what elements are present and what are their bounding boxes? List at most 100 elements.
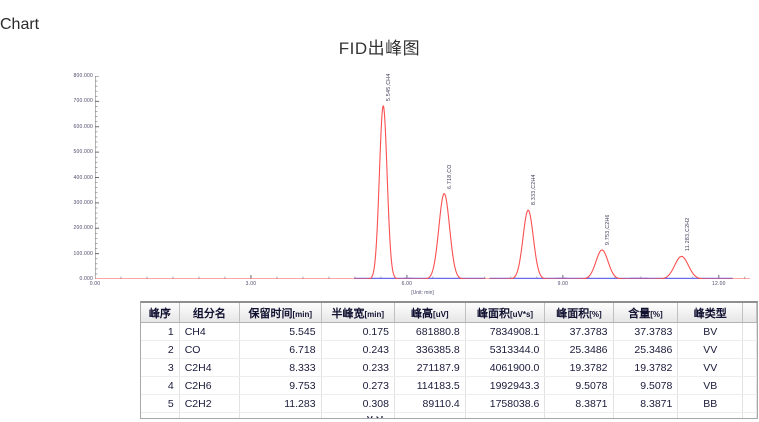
cell-no: 3 xyxy=(141,358,180,377)
table-header: 峰序 组分名 保留时间[min] 半峰宽[min] 峰高[uV] 峰面积[uV*s] 峰面积… xyxy=(141,303,757,323)
y-axis-ticks xyxy=(95,76,99,279)
cell-name: CO xyxy=(179,340,240,359)
column-header-unit: [%] xyxy=(589,309,602,319)
cell-areapct: 19.3782 xyxy=(544,358,614,377)
cell-type: VV xyxy=(677,358,744,377)
table-row[interactable]: 1 CH4 5.545 0.175 681880.8 7834908.1 37.3783 37… xyxy=(141,322,757,341)
plot-area xyxy=(95,76,750,279)
cell-total-label: 总计: xyxy=(321,412,395,418)
x-axis-tick-label: 12.00 xyxy=(712,281,726,287)
cell-blank xyxy=(742,394,757,413)
cell-blank xyxy=(742,358,757,377)
column-header-4[interactable]: 半峰宽[min] xyxy=(321,303,395,323)
x-axis-unit-label: [Unit: min] xyxy=(411,290,434,296)
column-header-unit: [min] xyxy=(364,309,385,319)
column-header-7[interactable]: 峰面积[%] xyxy=(544,303,614,323)
cell-no: 2 xyxy=(141,340,180,359)
column-header-3[interactable]: 保留时间[min] xyxy=(239,303,322,323)
cell-conc: 9.5078 xyxy=(613,376,679,395)
column-header-8[interactable]: 含量[%] xyxy=(613,303,679,323)
cell-name: C2H4 xyxy=(179,358,240,377)
cell-area: 4061900.0 xyxy=(465,358,546,377)
cell-rt: 11.283 xyxy=(239,394,322,413)
peak-label: 5.545,CH4 xyxy=(386,73,393,101)
cell-blank xyxy=(239,412,322,418)
cell-areapct: 37.3783 xyxy=(544,322,614,341)
column-header-5[interactable]: 峰高[uV] xyxy=(394,303,466,323)
table-header-row: 峰序 组分名 保留时间[min] 半峰宽[min] 峰高[uV] 峰面积[uV*s] 峰面积… xyxy=(141,303,757,323)
signal-trace xyxy=(95,105,750,279)
cell-areapct: 9.5078 xyxy=(544,376,614,395)
cell-total-area: 20961134.0 xyxy=(465,412,546,418)
column-header-1[interactable]: 峰序 xyxy=(141,303,180,323)
column-header-6[interactable]: 峰面积[uV*s] xyxy=(465,303,546,323)
peak-label: 6.718,CO xyxy=(447,164,454,189)
cell-blank xyxy=(141,412,180,418)
table-row[interactable]: 4 C2H6 9.753 0.273 114183.5 1992943.3 9.5078 9.… xyxy=(141,376,757,395)
cell-type: VV xyxy=(677,340,744,359)
peak-label: 11.283,C2H2 xyxy=(684,217,691,252)
cell-height: 114183.5 xyxy=(394,376,466,395)
cell-type: VB xyxy=(677,376,744,395)
cell-blank xyxy=(742,340,757,359)
cell-hw: 0.273 xyxy=(321,376,395,395)
y-axis-tick-label: 600.000 xyxy=(73,123,93,130)
x-axis-tick-label: 0.00 xyxy=(89,281,101,287)
x-axis-tick-label: 3.00 xyxy=(245,281,257,287)
table-row[interactable]: 5 C2H2 11.283 0.308 89110.4 1758038.6 8.3871 8.… xyxy=(141,394,757,413)
table-body: 1 CH4 5.545 0.175 681880.8 7834908.1 37.3783 37… xyxy=(141,322,757,418)
y-axis-tick-label: 100.000 xyxy=(73,250,93,257)
y-axis-tick-label: 700.000 xyxy=(73,98,93,105)
cell-area: 5313344.0 xyxy=(465,340,546,359)
cell-hw: 0.233 xyxy=(321,358,395,377)
peak-results-table: 峰序 组分名 保留时间[min] 半峰宽[min] 峰高[uV] 峰面积[uV*s] 峰面积… xyxy=(141,303,757,418)
cell-hw: 0.308 xyxy=(321,394,395,413)
cell-hw: 0.175 xyxy=(321,322,395,341)
table-row[interactable]: 3 C2H4 8.333 0.233 271187.9 4061900.0 19.3782 1… xyxy=(141,358,757,377)
cell-conc: 37.3783 xyxy=(613,322,679,341)
x-axis-tick-labels: 0.00 3.00 6.00 9.00 12.00 xyxy=(90,281,750,293)
cell-area: 7834908.1 xyxy=(465,322,546,341)
y-axis-tick-label: 300.000 xyxy=(73,199,93,206)
cell-height: 681880.8 xyxy=(394,322,466,341)
y-axis-tick-label: 800.000 xyxy=(73,73,93,79)
cell-rt: 9.753 xyxy=(239,376,322,395)
y-axis-tick-label: 400.000 xyxy=(73,174,93,181)
cell-total-height: 1492748.4 xyxy=(394,412,466,418)
y-axis-tick-label: 200.000 xyxy=(73,225,93,232)
cell-no: 4 xyxy=(141,376,180,395)
table-row[interactable]: 2 CO 6.718 0.243 336385.8 5313344.0 25.3486 25.… xyxy=(141,340,757,359)
cell-height: 271187.9 xyxy=(394,358,466,377)
column-header-blank[interactable] xyxy=(742,303,757,323)
column-header-9[interactable]: 峰类型 xyxy=(677,303,744,323)
cell-rt: 8.333 xyxy=(239,358,322,377)
cell-conc: 19.3782 xyxy=(613,358,679,377)
peak-results-table-container[interactable]: 峰序 组分名 保留时间[min] 半峰宽[min] 峰高[uV] 峰面积[uV*s] 峰面积… xyxy=(140,301,758,419)
cell-areapct: 8.3871 xyxy=(544,394,614,413)
cell-blank xyxy=(742,376,757,395)
peak-label: 8.333,C2H4 xyxy=(531,174,538,206)
cell-rt: 5.545 xyxy=(239,322,322,341)
cell-blank xyxy=(742,322,757,341)
cell-area: 1992943.3 xyxy=(465,376,546,395)
cell-type: BB xyxy=(677,394,744,413)
column-header-unit: [%] xyxy=(650,309,663,319)
page-title: FID出峰图 xyxy=(338,39,421,58)
cell-name: C2H6 xyxy=(179,376,240,395)
column-header-2[interactable]: 组分名 xyxy=(179,303,240,323)
y-axis-tick-label: 500.000 xyxy=(73,149,93,156)
column-header-unit: [uV*s] xyxy=(509,309,534,319)
cell-height: 336385.8 xyxy=(394,340,466,359)
cell-blank xyxy=(677,412,744,418)
x-axis-tick-label: 9.00 xyxy=(557,281,569,287)
cell-areapct: 25.3486 xyxy=(544,340,614,359)
cell-area: 1758038.6 xyxy=(465,394,546,413)
y-axis-tick-label: 0.000 xyxy=(79,276,93,282)
chromatogram-svg xyxy=(95,76,750,279)
column-header-unit: [uV] xyxy=(433,309,449,319)
column-header-unit: [min] xyxy=(292,309,313,319)
cell-conc: 8.3871 xyxy=(613,394,679,413)
cell-name: CH4 xyxy=(179,322,240,341)
